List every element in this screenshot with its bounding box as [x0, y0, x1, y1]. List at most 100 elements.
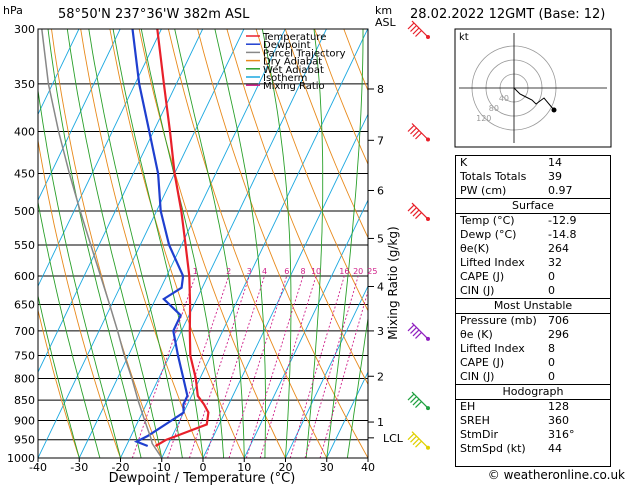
wind-barb-staff [411, 123, 429, 140]
hodograph-index-value: 128 [548, 400, 569, 413]
wind-barb-flag [410, 396, 417, 404]
surface-index-value: 264 [548, 242, 569, 255]
wind-barb [407, 123, 430, 142]
mixing-ratio-line [289, 275, 345, 458]
pressure-tick-label: 550 [14, 239, 35, 252]
wind-barb-flag [410, 25, 417, 32]
km-tick-label: 2 [377, 370, 384, 383]
surface-index-row: CIN (J) 0 [456, 284, 610, 298]
basic-index-key: Totals Totals [460, 170, 527, 183]
wind-barb-flag [415, 440, 422, 448]
mixing-ratio-label: 2 [226, 267, 231, 276]
surface-index-value: 32 [548, 256, 562, 269]
pressure-tick-label: 1000 [7, 452, 35, 465]
pressure-tick-label: 650 [14, 299, 35, 312]
isotherm-line [285, 285, 368, 458]
mixing-ratio-axis-label: Mixing Ratio (g/kg) [386, 226, 400, 339]
km-tick-label: 3 [377, 325, 384, 338]
footer-credit[interactable]: © weatheronline.co.uk [487, 468, 625, 482]
wind-barb [407, 391, 430, 411]
wet-adiabat-line [112, 29, 204, 458]
location-label: 58°50'N 237°36'W 382m ASL [58, 7, 250, 22]
wind-barb-dot [426, 137, 430, 142]
x-tick-label: 30 [320, 461, 334, 474]
unstable-index-value: 8 [548, 342, 555, 355]
wind-barb-dot [426, 217, 430, 222]
wind-barb-flag [415, 401, 422, 409]
wind-barb-flag [410, 207, 417, 214]
basic-index-row: Totals Totals 39 [456, 170, 610, 184]
km-tick-label: 8 [377, 83, 384, 96]
unstable-index-row: Lifted Index 8 [456, 342, 610, 356]
isotherm-line [120, 29, 327, 458]
x-tick-label: 20 [279, 461, 293, 474]
hodograph-index-row: StmDir 316° [456, 428, 610, 442]
unstable-index-row: θe (K) 296 [456, 328, 610, 342]
dry-adiabat-line [38, 308, 80, 458]
pressure-tick-label: 900 [14, 414, 35, 427]
isotherm-line [161, 29, 368, 458]
legend-label: Dewpoint [263, 40, 311, 51]
wet-adiabat-line [38, 87, 121, 458]
mixing-ratio-label: 8 [301, 267, 306, 276]
wet-adiabat-line [66, 29, 163, 458]
x-tick-label: 10 [237, 461, 251, 474]
wind-barb-flag [407, 22, 415, 30]
surface-section: Surface Temp (°C) -12.9 Dewp (°C) -14.8 θe(K… [456, 199, 610, 299]
wet-adiabat-line [38, 293, 80, 458]
wet-adiabat-line [47, 29, 142, 458]
wind-barb-flag [410, 127, 417, 135]
plot-frame [37, 28, 369, 459]
isotherm-line [38, 29, 80, 116]
mixing-ratio-label: 20 [353, 267, 363, 276]
mixing-ratio-label: 25 [367, 267, 377, 276]
unstable-index-key: Lifted Index [460, 342, 525, 355]
surface-index-key: Lifted Index [460, 256, 525, 269]
hodograph-trace [513, 87, 555, 111]
legend-label: Temperature [262, 32, 326, 43]
hodograph-index-key: EH [460, 400, 476, 413]
wind-barb-flag [412, 398, 420, 406]
wind-barb-dot [426, 406, 430, 411]
hodograph-ring-label: 80 [489, 104, 499, 113]
basic-index-key: PW (cm) [460, 184, 507, 197]
x-tick-label: -30 [70, 461, 88, 474]
legend-label: Parcel Trajectory [263, 48, 346, 59]
x-tick-label: 0 [200, 461, 207, 474]
pressure-tick-label: 600 [14, 270, 35, 283]
wet-adiabat-line [88, 29, 183, 458]
surface-index-key: CIN (J) [460, 284, 495, 297]
km-label: km [375, 4, 392, 17]
series-dewpoint [131, 29, 189, 448]
indices-panel: K 14 Totals Totals 39 PW (cm) 0.97 Surface Te… [455, 155, 611, 467]
mixing-ratio-label: 16 [339, 267, 349, 276]
wet-adiabat-line [326, 29, 364, 458]
mixing-ratio-label: 6 [284, 267, 289, 276]
pressure-tick-label: 700 [14, 325, 35, 338]
mixing-ratio-line [131, 275, 196, 458]
hodograph-end-dot [551, 107, 557, 113]
surface-index-value: 0 [548, 284, 555, 297]
mixing-ratio-line [304, 275, 359, 458]
isotherm-line [326, 371, 368, 458]
wind-barb [407, 202, 430, 222]
wind-barb-flag [407, 125, 415, 132]
wind-barb-flag [407, 393, 415, 401]
wind-barb-flag [412, 130, 420, 137]
km-tick-label: 7 [377, 134, 384, 147]
x-axis-label: Dewpoint / Temperature (°C) [109, 471, 296, 486]
wet-adiabat-line [140, 29, 225, 458]
hodograph-index-key: StmDir [460, 428, 499, 441]
wind-barb [407, 20, 430, 39]
surface-index-row: θe(K) 264 [456, 242, 610, 256]
dry-adiabat-line [51, 29, 163, 458]
km-tick-label: 6 [377, 184, 384, 197]
mixing-ratio-label: 10 [311, 267, 321, 276]
mixing-ratio-line [319, 289, 368, 458]
unstable-index-value: 706 [548, 314, 569, 327]
dry-adiabat-line [197, 29, 368, 458]
basic-index-value: 14 [548, 156, 562, 169]
pressure-tick-label: 800 [14, 372, 35, 385]
